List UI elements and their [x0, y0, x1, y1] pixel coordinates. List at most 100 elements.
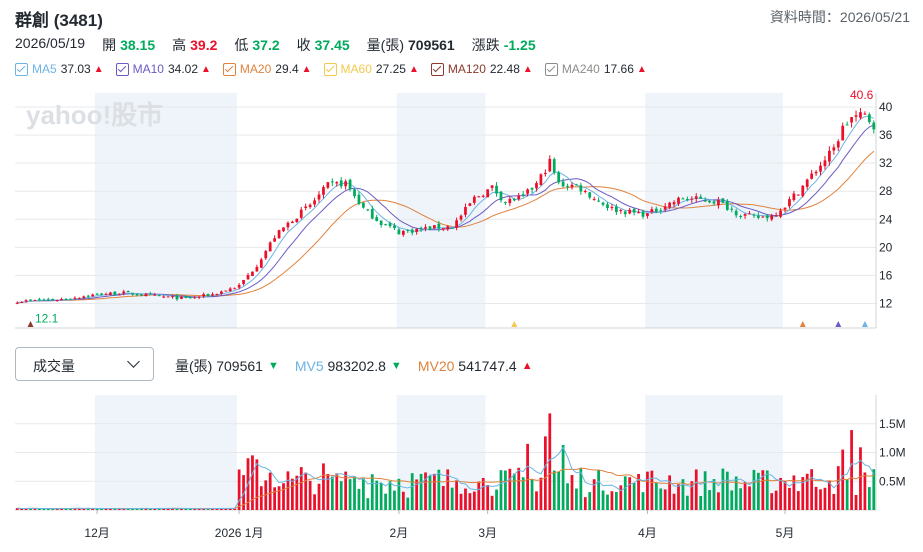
yahoo-watermark-logo: yahoo!股市 — [26, 100, 163, 130]
candle-body — [291, 221, 294, 224]
ma-toggle-ma10[interactable]: MA10 34.02 ▲ — [115, 62, 211, 76]
candle-body — [459, 215, 463, 220]
candle-body — [650, 209, 654, 212]
volume-bar — [268, 472, 272, 510]
candle-body — [641, 211, 645, 217]
volume-bar — [308, 480, 312, 510]
volume-bar — [419, 473, 423, 510]
volume-bar — [526, 443, 529, 510]
volume-bar — [91, 508, 95, 510]
up-triangle-icon: ▲ — [408, 63, 419, 75]
volume-bar — [450, 487, 454, 510]
quote-low: 低 37.2 — [234, 37, 280, 53]
candle-body — [566, 185, 569, 187]
down-triangle-icon: ▼ — [267, 360, 279, 372]
volume-bar — [393, 490, 396, 510]
volume-bar — [335, 473, 339, 510]
volume-bar — [441, 486, 445, 510]
volume-bar — [672, 493, 676, 510]
volume-chart[interactable]: 0.5M 1.0M 1.5M 12月 2026 1月 2月 3月 4月 5月 — [0, 390, 923, 550]
indicator-select-label: 成交量 — [33, 358, 75, 374]
checkbox-icon[interactable] — [15, 62, 28, 76]
volume-bar — [703, 471, 707, 510]
candle-body — [410, 229, 414, 233]
candle-body — [814, 171, 818, 174]
volume-bar — [659, 488, 663, 510]
price-tick-label: 20 — [879, 240, 893, 254]
candle-body — [845, 124, 849, 126]
volume-bar — [623, 476, 627, 510]
volume-bar — [175, 508, 179, 510]
up-triangle-icon: ▲ — [636, 63, 647, 75]
volume-bar — [535, 491, 538, 510]
volume-bar — [117, 508, 121, 510]
volume-bar — [796, 491, 800, 510]
volume-bar — [748, 486, 751, 510]
volume-bar — [823, 487, 827, 510]
ma-toggle-ma120[interactable]: MA120 22.48 ▲ — [430, 62, 533, 76]
volume-bar — [637, 474, 640, 510]
volume-bar — [153, 508, 157, 510]
ma-value: 34.02 — [167, 62, 199, 76]
volume-bar — [95, 508, 99, 510]
candle-body — [561, 181, 565, 187]
low-annotation: 12.1 — [35, 312, 59, 326]
volume-bar — [774, 490, 778, 510]
volume-bar — [592, 479, 596, 510]
volume-bar — [73, 508, 77, 510]
candle-body — [757, 215, 760, 218]
quote-row: 2026/05/19 開 38.15 高 39.2 低 37.2 收 37.45 量(張… — [15, 35, 553, 55]
candle-body — [206, 293, 210, 297]
volume-bar — [282, 483, 285, 510]
candle-body — [86, 295, 90, 297]
candle-body — [686, 198, 689, 200]
candle-body — [233, 288, 237, 290]
up-triangle-icon: ▲ — [201, 63, 211, 75]
volume-bar — [614, 491, 618, 510]
checkbox-icon[interactable] — [222, 62, 236, 76]
checkbox-icon[interactable] — [323, 62, 337, 76]
volume-bar — [375, 480, 379, 510]
candle-body — [251, 271, 254, 276]
candle-body — [867, 114, 871, 123]
volume-bar — [126, 508, 130, 510]
candle-body — [539, 174, 543, 185]
vol-current: 量(張) 709561 ▼ — [175, 358, 279, 374]
volume-bar — [521, 477, 525, 510]
volume-bar — [344, 471, 348, 510]
candle-body — [282, 227, 285, 232]
volume-bar — [867, 487, 871, 510]
checkbox-icon[interactable] — [115, 62, 129, 76]
candle-body — [526, 189, 529, 194]
quote-date: 2026/05/19 — [15, 35, 86, 51]
ma-toggle-ma20[interactable]: MA20 29.4 ▲ — [222, 62, 312, 76]
volume-bar — [242, 475, 245, 510]
volume-bar — [832, 493, 836, 510]
checkbox-icon[interactable] — [544, 62, 558, 76]
candle-body — [339, 180, 343, 187]
volume-bar — [663, 489, 667, 510]
volume-bar — [583, 497, 587, 510]
candle-body — [140, 294, 143, 296]
volume-bar — [437, 469, 441, 510]
candle-body — [246, 274, 250, 280]
ma-toggle-ma60[interactable]: MA60 27.25 ▲ — [323, 62, 419, 76]
volume-bar — [397, 478, 401, 510]
ma-toggle-ma5[interactable]: MA5 37.03 ▲ — [15, 62, 104, 76]
candle-body — [446, 226, 450, 230]
price-chart[interactable]: 12 16 20 24 28 32 36 40 yahoo!股市 40.6 12.1 — [0, 88, 923, 333]
candle-body — [406, 229, 410, 231]
volume-bar — [486, 484, 490, 510]
candle-body — [623, 211, 627, 215]
volume-bar — [863, 472, 867, 510]
volume-bar — [330, 476, 334, 510]
ma-label: MA60 — [340, 62, 372, 76]
candle-body — [441, 228, 445, 230]
ma-toggle-ma240[interactable]: MA240 17.66 ▲ — [544, 62, 647, 76]
quote-volume: 量(張) 709561 — [366, 37, 455, 53]
indicator-select[interactable]: 成交量 — [15, 347, 154, 381]
checkbox-icon[interactable] — [430, 62, 444, 76]
candle-body — [330, 181, 334, 183]
volume-bar — [850, 430, 853, 510]
candle-body — [872, 122, 876, 130]
